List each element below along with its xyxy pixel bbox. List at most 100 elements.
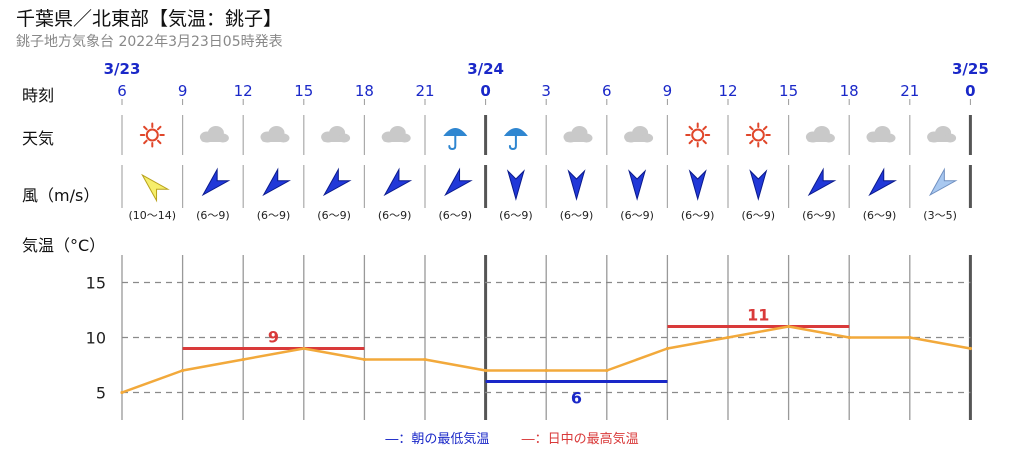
wind-arrow (567, 169, 586, 201)
cloud-icon (805, 126, 835, 143)
cloud-base (806, 136, 834, 142)
sun-ray (688, 139, 694, 145)
max-temp-label: 11 (747, 306, 769, 325)
sun-ray (156, 139, 162, 145)
hour-label: 15 (294, 82, 313, 100)
wind-range-label: (6〜9) (378, 209, 412, 222)
sun-ray (749, 125, 754, 131)
wind-arrow (749, 169, 768, 201)
y-tick-label: 10 (86, 329, 106, 348)
legend-min-item: ―：朝の最低気温 (385, 432, 489, 447)
max-temp-label: 9 (268, 328, 279, 347)
hour-label: 9 (663, 82, 673, 100)
cloud-icon (321, 126, 351, 143)
cloud-icon (381, 126, 411, 143)
temperature-point (968, 346, 973, 351)
wind-range-label: (6〜9) (439, 209, 473, 222)
sun-disc (691, 128, 705, 142)
date-label: 3/23 (104, 60, 141, 78)
wind-arrow (383, 167, 413, 197)
time-row-label: 時刻 (22, 86, 55, 105)
temperature-point (787, 324, 791, 329)
hour-label: 6 (602, 82, 612, 100)
min-temp-label: 6 (571, 389, 582, 408)
umbrella-handle (448, 135, 457, 151)
sun-ray (702, 139, 707, 145)
cloud-icon (199, 126, 229, 143)
sun-icon (685, 122, 711, 148)
legend-max-item: ―：日中の最高気温 (522, 432, 639, 447)
date-label: 3/24 (467, 60, 504, 78)
hour-label: 12 (234, 82, 253, 100)
hour-label: 21 (415, 82, 434, 100)
temperature-point (484, 368, 488, 373)
wind-range-label: (6〜9) (681, 209, 715, 222)
sun-ray (688, 125, 694, 131)
temp-row-label: 気温（°C） (22, 236, 106, 255)
cloud-icon (260, 126, 290, 143)
sun-disc (145, 128, 159, 142)
umbrella-canopy (443, 128, 468, 136)
temperature-point (423, 357, 427, 362)
temperature-point (665, 346, 670, 351)
wind-arrow (928, 167, 958, 197)
sun-disc (751, 128, 765, 142)
temperature-point (241, 357, 245, 362)
wind-range-label: (6〜9) (802, 209, 836, 222)
umbrella-canopy (503, 128, 528, 136)
cloud-base (200, 136, 228, 142)
legend-max-marker: ―： (521, 432, 548, 447)
wind-range-label: (3〜5) (923, 209, 957, 222)
rain-icon (443, 128, 468, 151)
wind-arrow (807, 167, 837, 197)
sun-ray (749, 139, 754, 145)
wind-range-label: (6〜9) (196, 209, 230, 222)
chart-legend: ―：朝の最低気温 ―：日中の最高気温 (0, 428, 1024, 447)
legend-min-marker: ―： (385, 432, 412, 447)
hour-label: 9 (178, 82, 188, 100)
wind-row-label: 風（m/s） (22, 186, 100, 205)
cloud-base (564, 136, 592, 142)
date-label: 3/25 (952, 60, 989, 78)
hour-label: 18 (840, 82, 859, 100)
issue-info: 銚子地方気象台 2022年3月23日05時発表 (16, 34, 283, 50)
sun-ray (143, 125, 148, 131)
temperature-point (362, 357, 366, 362)
cloud-base (382, 136, 410, 142)
wind-range-label: (6〜9) (560, 209, 594, 222)
hour-label: 15 (779, 82, 798, 100)
wind-arrow (141, 173, 170, 203)
wind-arrow (628, 169, 647, 201)
sun-icon (745, 122, 771, 148)
legend-min-label: 朝の最低気温 (411, 432, 490, 447)
umbrella-handle (508, 135, 517, 151)
sun-ray (143, 139, 148, 145)
temperature-point (605, 368, 609, 373)
wind-range-label: (6〜9) (742, 209, 776, 222)
y-tick-label: 15 (86, 274, 106, 293)
wind-arrow (201, 167, 231, 197)
wind-range-label: (6〜9) (499, 209, 533, 222)
temperature-point (544, 368, 548, 373)
cloud-base (867, 136, 895, 142)
y-tick-label: 5 (96, 384, 106, 403)
rain-icon (503, 128, 528, 151)
temperature-point (908, 335, 912, 340)
legend-max-label: 日中の最高気温 (547, 432, 639, 447)
wind-arrow (262, 167, 291, 197)
wind-arrow (868, 167, 897, 197)
sun-icon (139, 122, 165, 148)
temperature-point (726, 335, 730, 340)
wind-arrow (322, 167, 352, 197)
temperature-point (120, 390, 124, 395)
hour-label: 6 (117, 82, 127, 100)
hour-label: 0 (480, 82, 490, 100)
wind-range-label: (6〜9) (317, 209, 351, 222)
wind-range-label: (6〜9) (257, 209, 291, 222)
cloud-base (261, 136, 289, 142)
cloud-base (928, 136, 956, 142)
temperature-point (181, 368, 185, 373)
cloud-base (322, 136, 350, 142)
wind-arrow (444, 167, 473, 197)
